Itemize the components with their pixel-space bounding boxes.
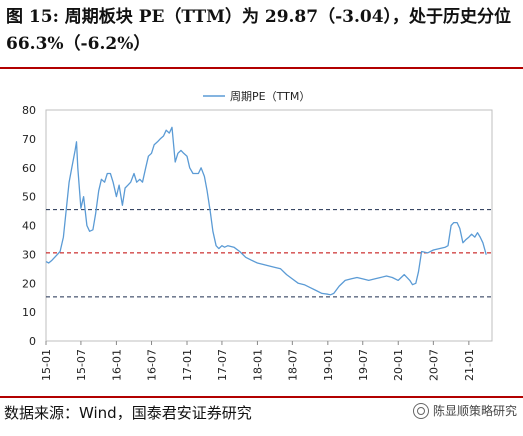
pe-line-chart: 0 10 20 30 40 50 60 70 80 15-01 15-07 16-01 16-07 17-… <box>22 90 493 381</box>
x-tick-label: 17-01 <box>181 349 194 381</box>
y-tick-label: 10 <box>22 306 36 319</box>
x-tick-label: 18-07 <box>286 349 299 381</box>
footer-rule <box>0 396 523 398</box>
wechat-logo-icon <box>412 402 429 419</box>
watermark-text: 陈显顺策略研究 <box>432 404 517 418</box>
x-tick-label: 20-07 <box>427 349 440 381</box>
x-tick-label: 19-07 <box>357 349 370 381</box>
y-tick-label: 40 <box>22 220 36 233</box>
x-tick-label: 21-01 <box>463 349 476 381</box>
y-tick-label: 50 <box>22 191 36 204</box>
x-tick-label: 15-07 <box>75 349 88 381</box>
figure-title: 图 15: 周期板块 PE（TTM）为 29.87（-3.04），处于历史分位 … <box>6 7 512 54</box>
y-tick-label: 0 <box>29 335 36 348</box>
watermark: 陈显顺策略研究 <box>412 402 517 419</box>
legend-label: 周期PE（TTM） <box>230 90 310 103</box>
source-note: 数据来源：Wind，国泰君安证券研究 <box>4 404 252 422</box>
y-tick-label: 20 <box>22 277 36 290</box>
x-tick-label: 18-01 <box>251 349 264 381</box>
y-tick-label: 80 <box>22 104 36 117</box>
y-tick-label: 60 <box>22 162 36 175</box>
title-rule <box>0 67 523 69</box>
y-tick-label: 70 <box>22 133 36 146</box>
x-tick-label: 20-01 <box>392 349 405 381</box>
pe-series-line <box>45 126 487 296</box>
x-tick-label: 19-01 <box>322 349 335 381</box>
x-tick-label: 15-01 <box>40 349 53 381</box>
x-tick-label: 16-07 <box>146 349 159 381</box>
x-tick-label: 17-07 <box>216 349 229 381</box>
y-tick-label: 30 <box>22 248 36 261</box>
x-tick-label: 16-01 <box>110 349 123 381</box>
plot-area <box>45 109 493 342</box>
